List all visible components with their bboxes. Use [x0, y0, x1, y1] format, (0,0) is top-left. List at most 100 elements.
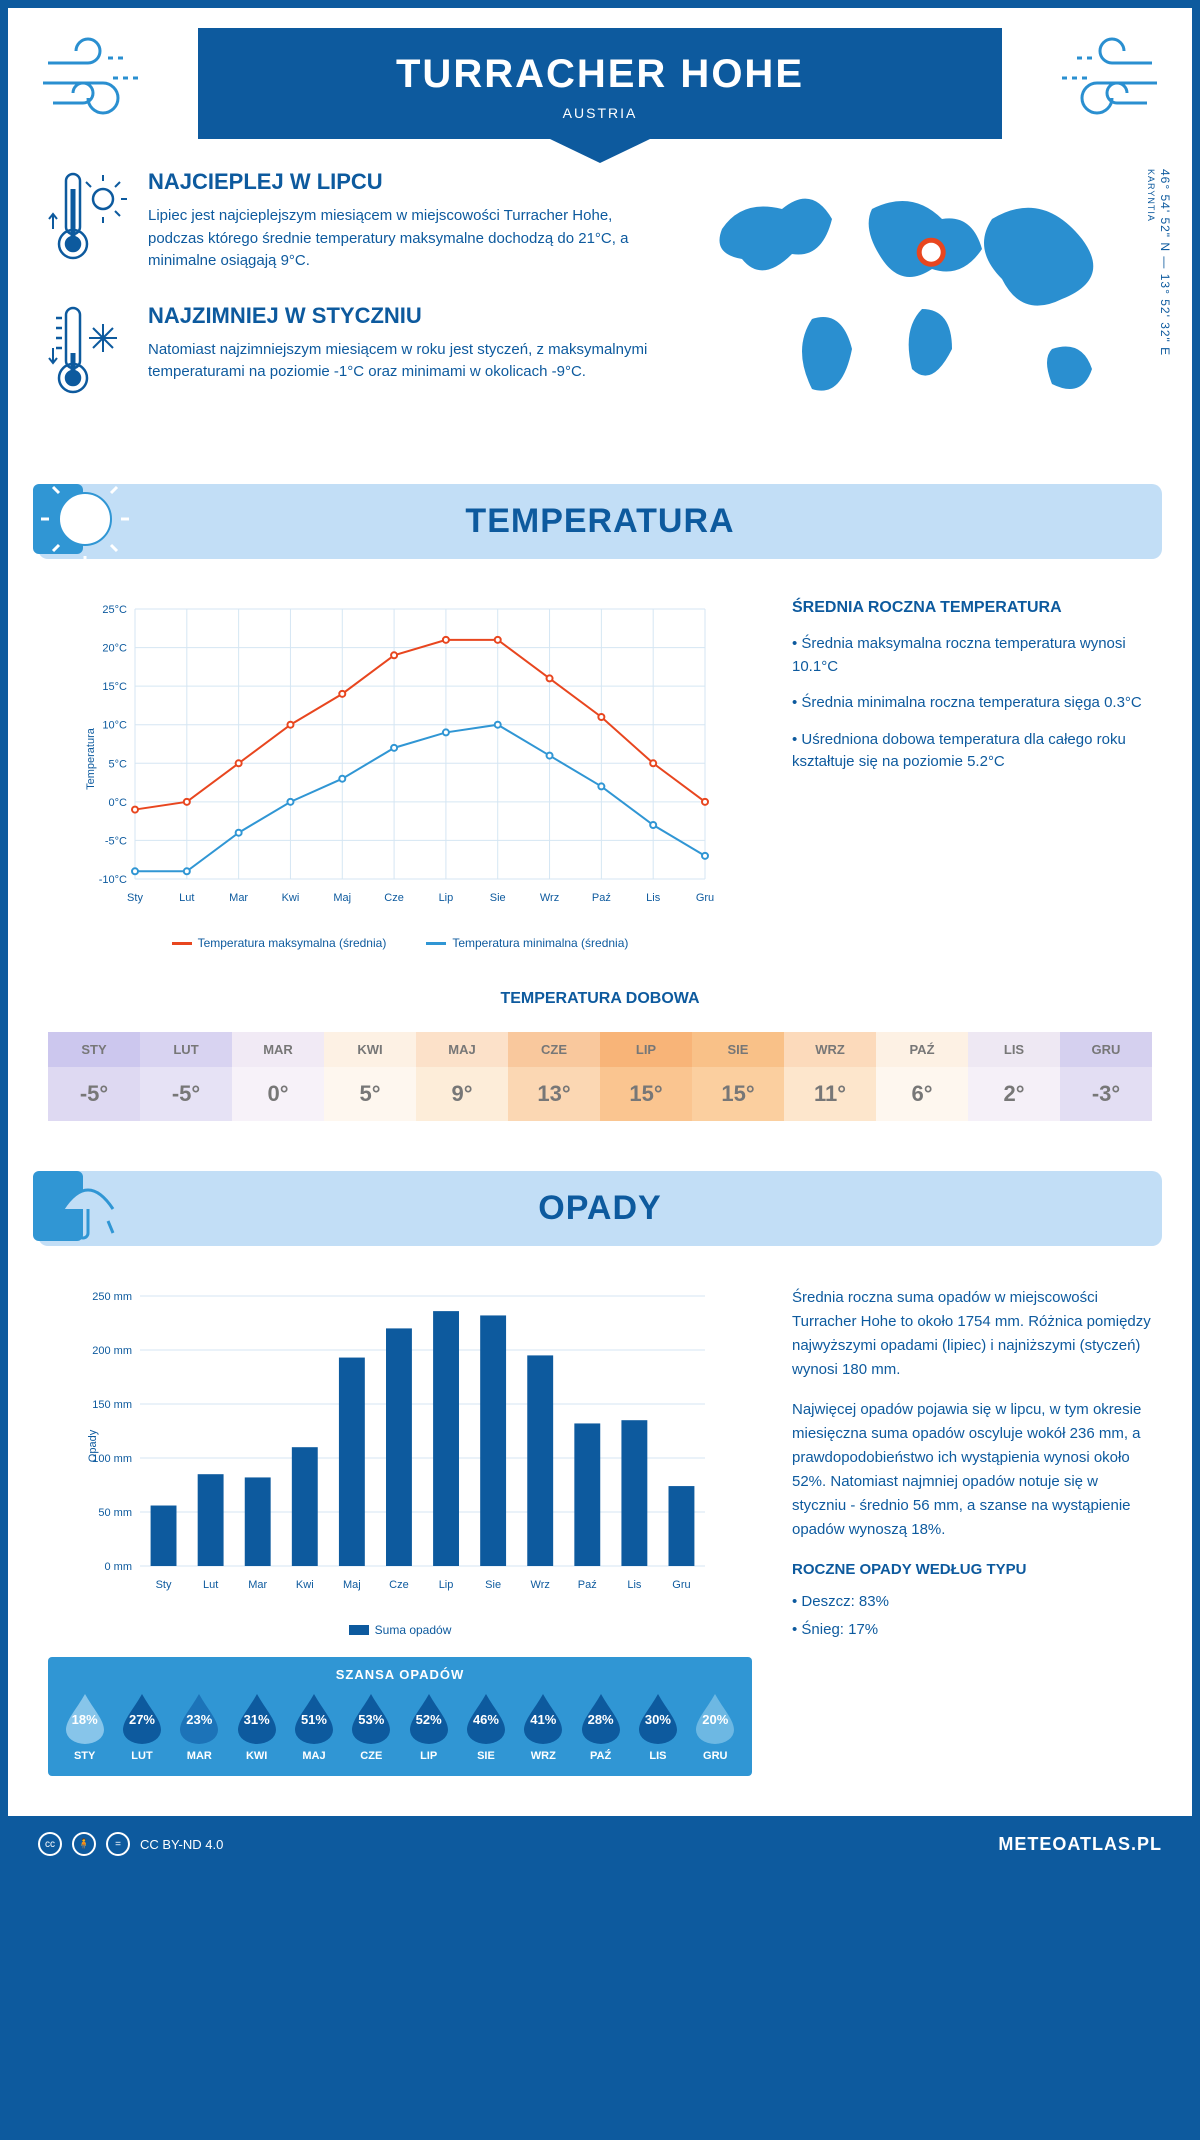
temp-cell: CZE13°: [508, 1022, 600, 1131]
svg-text:Cze: Cze: [389, 1579, 409, 1591]
fact-hot-title: NAJCIEPLEJ W LIPCU: [148, 169, 652, 195]
license-text: CC BY-ND 4.0: [140, 1837, 223, 1852]
wind-icon-left: [38, 28, 178, 128]
chance-drop: 51%MAJ: [285, 1692, 342, 1762]
svg-text:0°C: 0°C: [109, 797, 128, 809]
svg-text:Lis: Lis: [646, 892, 661, 904]
svg-text:25°C: 25°C: [102, 604, 127, 616]
svg-text:0 mm: 0 mm: [105, 1561, 133, 1573]
thermometer-cold-icon: [48, 303, 128, 403]
chance-drop: 28%PAŹ: [572, 1692, 629, 1762]
fact-cold-text: Natomiast najzimniejszym miesiącem w rok…: [148, 339, 652, 384]
page-title: TURRACHER HOHE: [198, 52, 1002, 97]
world-map: 46° 54' 52" N — 13° 52' 32" E KARYNTIA: [692, 169, 1152, 434]
temp-bullet: • Uśredniona dobowa temperatura dla całe…: [792, 729, 1152, 774]
world-map-svg: [692, 169, 1152, 429]
fact-hot-text: Lipiec jest najcieplejszym miesiącem w m…: [148, 205, 652, 273]
temperature-title: TEMPERATURA: [38, 502, 1162, 541]
precipitation-title: OPADY: [38, 1189, 1162, 1228]
svg-text:Kwi: Kwi: [282, 892, 300, 904]
precip-paragraph: Średnia roczna suma opadów w miejscowośc…: [792, 1286, 1152, 1382]
chance-drop: 18%STY: [56, 1692, 113, 1762]
svg-text:Paź: Paź: [592, 892, 611, 904]
svg-text:Opady: Opady: [87, 1429, 99, 1462]
temp-cell: WRZ11°: [784, 1022, 876, 1131]
svg-text:Maj: Maj: [343, 1579, 361, 1591]
svg-text:50 mm: 50 mm: [98, 1507, 132, 1519]
temp-annual-title: ŚREDNIA ROCZNA TEMPERATURA: [792, 599, 1152, 617]
temperature-body: -10°C-5°C0°C5°C10°C15°C20°C25°CStyLutMar…: [8, 579, 1192, 970]
precipitation-chance: SZANSA OPADÓW 18%STY27%LUT23%MAR31%KWI51…: [48, 1657, 752, 1776]
temp-cell: MAJ9°: [416, 1022, 508, 1131]
svg-text:Wrz: Wrz: [540, 892, 559, 904]
fact-cold-title: NAJZIMNIEJ W STYCZNIU: [148, 303, 652, 329]
svg-text:5°C: 5°C: [109, 758, 128, 770]
cc-icon: cc: [38, 1832, 62, 1856]
fact-hottest: NAJCIEPLEJ W LIPCU Lipiec jest najcieple…: [48, 169, 652, 273]
svg-text:Sie: Sie: [490, 892, 506, 904]
svg-text:150 mm: 150 mm: [92, 1399, 132, 1411]
precip-type-bullet: • Śnieg: 17%: [792, 1618, 1152, 1642]
svg-text:Paź: Paź: [578, 1579, 597, 1591]
precipitation-legend: Suma opadów: [48, 1623, 752, 1637]
sun-icon: [33, 474, 143, 564]
svg-text:Lut: Lut: [179, 892, 194, 904]
daily-temp-title: TEMPERATURA DOBOWA: [48, 990, 1152, 1008]
nd-icon: =: [106, 1832, 130, 1856]
temperature-header: TEMPERATURA: [38, 484, 1162, 559]
svg-text:Sty: Sty: [156, 1579, 172, 1591]
chance-drop: 52%LIP: [400, 1692, 457, 1762]
chance-drop: 23%MAR: [171, 1692, 228, 1762]
temp-cell: LIP15°: [600, 1022, 692, 1131]
precipitation-header: OPADY: [38, 1171, 1162, 1246]
svg-text:Lut: Lut: [203, 1579, 218, 1591]
thermometer-hot-icon: [48, 169, 128, 269]
svg-text:Kwi: Kwi: [296, 1579, 314, 1591]
temp-cell: GRU-3°: [1060, 1022, 1152, 1131]
temp-cell: PAŹ6°: [876, 1022, 968, 1131]
title-banner: TURRACHER HOHE AUSTRIA: [198, 28, 1002, 139]
fact-coldest: NAJZIMNIEJ W STYCZNIU Natomiast najzimni…: [48, 303, 652, 403]
chance-drop: 20%GRU: [687, 1692, 744, 1762]
by-icon: 🧍: [72, 1832, 96, 1856]
svg-text:10°C: 10°C: [102, 720, 127, 732]
wind-icon-right: [1022, 28, 1162, 128]
svg-text:Mar: Mar: [229, 892, 248, 904]
umbrella-icon: [33, 1161, 143, 1251]
chance-drop: 53%CZE: [343, 1692, 400, 1762]
svg-text:Sie: Sie: [485, 1579, 501, 1591]
svg-text:Lip: Lip: [439, 1579, 454, 1591]
footer-brand: METEOATLAS.PL: [998, 1834, 1162, 1855]
chance-drop: 46%SIE: [457, 1692, 514, 1762]
page-subtitle: AUSTRIA: [198, 105, 1002, 121]
precip-type-title: ROCZNE OPADY WEDŁUG TYPU: [792, 1558, 1152, 1582]
precip-paragraph: Najwięcej opadów pojawia się w lipcu, w …: [792, 1398, 1152, 1542]
temp-cell: LIS2°: [968, 1022, 1060, 1131]
svg-text:250 mm: 250 mm: [92, 1291, 132, 1303]
chance-drop: 41%WRZ: [515, 1692, 572, 1762]
svg-text:Temperatura: Temperatura: [85, 727, 97, 790]
chance-drop: 30%LIS: [629, 1692, 686, 1762]
svg-text:15°C: 15°C: [102, 681, 127, 693]
temp-cell: MAR0°: [232, 1022, 324, 1131]
intro-section: NAJCIEPLEJ W LIPCU Lipiec jest najcieple…: [8, 139, 1192, 464]
temp-cell: STY-5°: [48, 1022, 140, 1131]
temp-cell: KWI5°: [324, 1022, 416, 1131]
precipitation-body: 0 mm50 mm100 mm150 mm200 mm250 mmStyLutM…: [8, 1266, 1192, 1796]
temp-bullet: • Średnia maksymalna roczna temperatura …: [792, 633, 1152, 678]
svg-text:20°C: 20°C: [102, 643, 127, 655]
svg-text:-5°C: -5°C: [105, 835, 127, 847]
svg-text:Gru: Gru: [696, 892, 714, 904]
temperature-line-chart: -10°C-5°C0°C5°C10°C15°C20°C25°CStyLutMar…: [48, 599, 752, 919]
precip-type-bullet: • Deszcz: 83%: [792, 1590, 1152, 1614]
chance-drop: 27%LUT: [113, 1692, 170, 1762]
svg-text:Mar: Mar: [248, 1579, 267, 1591]
svg-text:Lis: Lis: [627, 1579, 642, 1591]
svg-text:Cze: Cze: [384, 892, 404, 904]
svg-text:Maj: Maj: [333, 892, 351, 904]
chance-drop: 31%KWI: [228, 1692, 285, 1762]
coordinates-label: 46° 54' 52" N — 13° 52' 32" E KARYNTIA: [1144, 169, 1172, 356]
temp-cell: LUT-5°: [140, 1022, 232, 1131]
svg-text:200 mm: 200 mm: [92, 1345, 132, 1357]
daily-temperature: TEMPERATURA DOBOWA STY-5°LUT-5°MAR0°KWI5…: [48, 990, 1152, 1131]
